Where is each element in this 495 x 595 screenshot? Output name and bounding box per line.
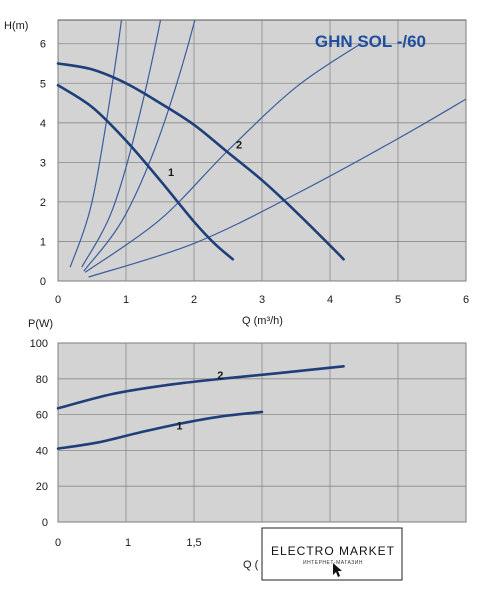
system-curve: [69, 20, 123, 268]
head-x-axis-label: Q (m³/h): [242, 315, 283, 327]
curve-label-1: 1: [176, 421, 182, 433]
pump-curve-1: [56, 83, 235, 261]
x-tick-label: 6: [463, 294, 469, 306]
watermark-subtext: ИНТЕРНЕТ-МАГАЗИН: [303, 560, 363, 566]
system-curve: [88, 98, 466, 278]
system-curve: [83, 20, 196, 272]
power-series: 12: [56, 365, 345, 450]
x-tick-label: 1: [123, 294, 129, 306]
y-tick-label: 1: [40, 236, 46, 248]
curve-label-2: 2: [236, 139, 242, 151]
y-tick-label: 3: [40, 157, 46, 169]
power-y-tick-labels: 0 20 40 60 80 100: [30, 338, 48, 529]
x-tick-label: 1: [125, 537, 131, 549]
cursor-icon: [333, 563, 342, 577]
x-tick-label: 2: [191, 294, 197, 306]
head-x-tick-labels: 0 1 2 3 4 5 6: [55, 294, 469, 306]
x-tick-label: 1,5: [186, 537, 201, 549]
head-series: 12: [56, 62, 345, 261]
y-tick-label: 5: [40, 78, 46, 90]
watermark-text: ELECTRO MARKET: [271, 544, 395, 558]
system-curve: [84, 43, 361, 273]
head-y-axis-label: H(m): [4, 20, 28, 32]
watermark-logo: Q ( ELECTRO MARKET ИНТЕРНЕТ-МАГАЗИН: [243, 527, 403, 581]
x-tick-label: 5: [395, 294, 401, 306]
y-tick-label: 4: [40, 118, 46, 130]
y-tick-label: 60: [36, 410, 48, 422]
x-tick-label: 0: [55, 294, 61, 306]
power-x-tick-labels: 0 1 1,5: [55, 537, 202, 549]
x-tick-label: 0: [55, 537, 61, 549]
curve-label-1: 1: [168, 167, 174, 179]
y-tick-label: 2: [40, 197, 46, 209]
power-x-axis-label-partial: Q (: [243, 559, 259, 571]
x-tick-label: 4: [327, 294, 333, 306]
power-grid: [57, 342, 467, 523]
chart-title: GHN SOL -/60: [315, 32, 426, 51]
y-tick-label: 6: [40, 39, 46, 51]
system-curves: [69, 20, 466, 278]
y-tick-label: 40: [36, 445, 48, 457]
y-tick-label: 0: [42, 517, 48, 529]
pump-curve-2: [56, 62, 345, 261]
power-y-axis-label: P(W): [28, 318, 53, 330]
head-y-tick-labels: 0 1 2 3 4 5 6: [40, 39, 46, 288]
y-tick-label: 0: [40, 276, 46, 288]
y-tick-label: 80: [36, 374, 48, 386]
y-tick-label: 100: [30, 338, 48, 350]
system-curve: [81, 20, 162, 268]
curve-label-2: 2: [217, 370, 223, 382]
x-tick-label: 3: [259, 294, 265, 306]
power-curve-1: [56, 410, 264, 450]
power-curve-2: [56, 365, 345, 410]
y-tick-label: 20: [36, 481, 48, 493]
